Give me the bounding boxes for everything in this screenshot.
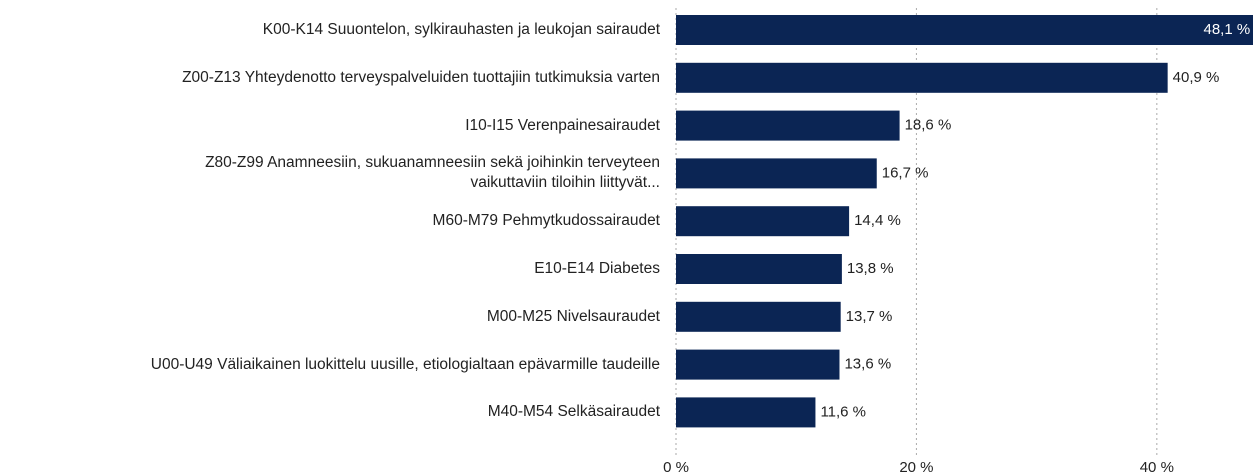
category-label: M40-M54 Selkäsairaudet <box>487 403 660 421</box>
bar <box>676 62 1168 93</box>
value-label: 11,6 % <box>820 403 866 420</box>
bar <box>676 206 850 237</box>
category-label: Z80-Z99 Anamneesiin, sukuanamneesiin sek… <box>205 154 660 192</box>
category-label: M00-M25 Nivelsauraudet <box>486 307 660 325</box>
value-label: 40,9 % <box>1173 69 1220 86</box>
value-label: 16,7 % <box>882 164 929 181</box>
bar <box>676 397 816 428</box>
value-label: 13,6 % <box>844 356 891 373</box>
bar <box>676 301 841 332</box>
category-label: E10-E14 Diabetes <box>534 260 660 277</box>
x-tick-label: 20 % <box>899 459 933 475</box>
value-label: 48,1 % <box>1203 21 1250 38</box>
value-label: 18,6 % <box>905 117 952 134</box>
value-label: 13,7 % <box>846 308 893 325</box>
bar <box>676 254 842 284</box>
value-label: 13,8 % <box>847 260 894 277</box>
category-label: M60-M79 Pehmytkudossairaudet <box>432 212 660 230</box>
value-label: 14,4 % <box>854 212 901 229</box>
category-label: K00-K14 Suuontelon, sylkirauhasten ja le… <box>262 21 660 38</box>
bar <box>676 15 1253 45</box>
bar <box>676 110 900 141</box>
category-labels: K00-K14 Suuontelon, sylkirauhasten ja le… <box>150 21 660 421</box>
x-tick-label: 40 % <box>1140 459 1174 475</box>
category-label: U00-U49 Väliaikainen luokittelu uusille,… <box>150 355 660 373</box>
category-label: I10-I15 Verenpainesairaudet <box>465 116 660 134</box>
category-label: Z00-Z13 Yhteydenotto terveyspalveluiden … <box>182 68 660 86</box>
x-tick-label: 0 % <box>663 459 689 475</box>
bar <box>676 349 840 380</box>
bar <box>676 158 877 189</box>
